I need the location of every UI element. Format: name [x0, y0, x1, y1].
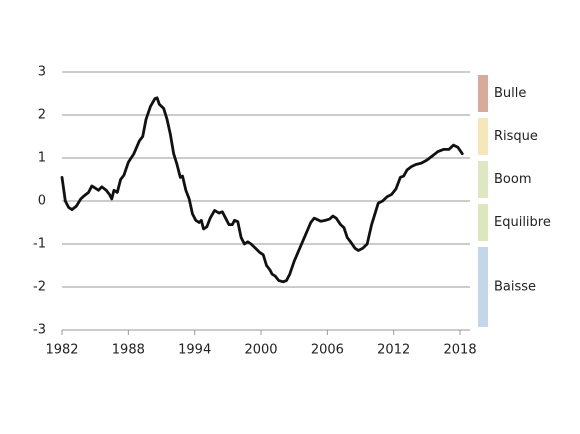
zone-label: Baisse — [494, 280, 536, 295]
data-line — [60, 96, 464, 284]
y-tick-label: -3 — [33, 323, 46, 338]
x-tick-label: 2006 — [311, 343, 344, 358]
zone-band — [478, 118, 488, 155]
zone-band — [478, 161, 488, 198]
zone-label: Bulle — [494, 86, 526, 101]
zone-label: Equilibre — [494, 215, 551, 230]
x-tick-label: 1982 — [45, 343, 78, 358]
zone-band — [478, 247, 488, 327]
y-tick-label: 1 — [38, 151, 46, 166]
zone-band — [478, 75, 488, 112]
y-tick-label: 2 — [38, 108, 46, 123]
x-tick-label: 2012 — [377, 343, 410, 358]
x-tick-label: 2018 — [444, 343, 477, 358]
y-tick-label: -2 — [33, 280, 46, 295]
y-tick-label: 3 — [38, 65, 46, 80]
x-tick-label: 1988 — [112, 343, 145, 358]
x-tick-label: 1994 — [178, 343, 211, 358]
zone-label: Risque — [494, 129, 538, 144]
zone-label: Boom — [494, 172, 532, 187]
y-tick-label: -1 — [33, 237, 46, 252]
zone-band — [478, 204, 488, 241]
y-tick-label: 0 — [38, 194, 46, 209]
x-tick-label: 2000 — [244, 343, 277, 358]
